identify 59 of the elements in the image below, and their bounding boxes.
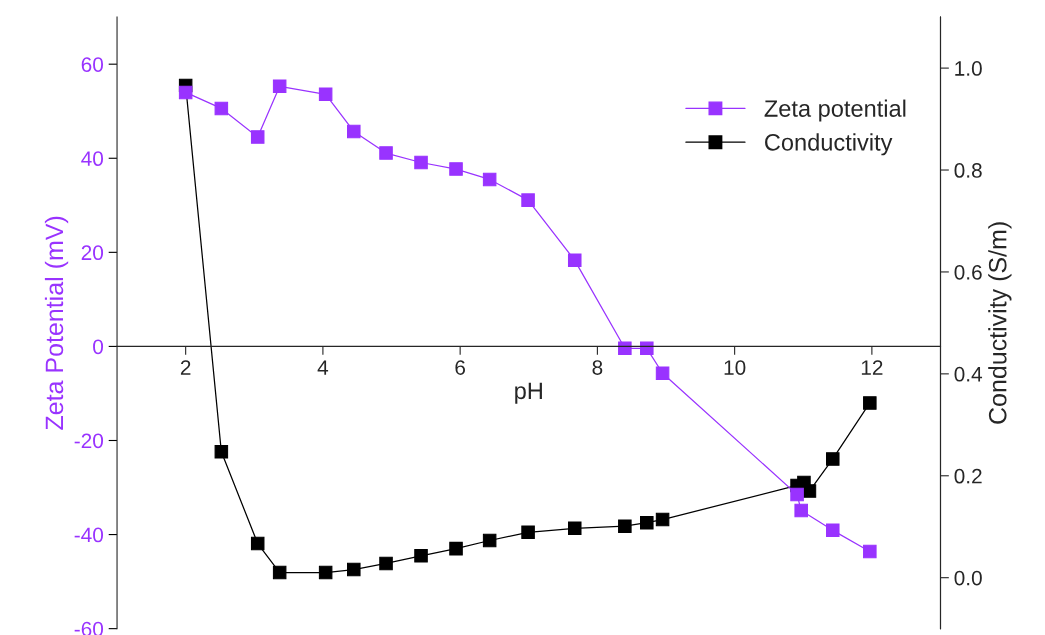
point xyxy=(567,253,582,268)
point xyxy=(863,396,877,410)
y-tick-label: 20 xyxy=(81,245,104,261)
y-tick-label: -40 xyxy=(74,527,104,543)
point xyxy=(318,87,333,102)
point xyxy=(347,124,361,139)
point xyxy=(825,452,840,466)
y-tick-label: -20 xyxy=(74,433,104,449)
x-tick-label: 10 xyxy=(724,360,746,375)
point xyxy=(655,366,670,380)
point xyxy=(214,101,229,116)
point xyxy=(178,85,193,100)
y2-tick-label: 0.4 xyxy=(954,366,983,382)
x-tick-label: 6 xyxy=(455,360,466,375)
point xyxy=(250,130,265,144)
y2-tick-label: 0.8 xyxy=(954,163,982,178)
point xyxy=(272,565,287,580)
y-tick-label: 40 xyxy=(81,151,104,167)
point xyxy=(414,155,428,170)
legend-label: Conductivity xyxy=(765,133,893,156)
point xyxy=(521,525,535,540)
y-tick-label: 60 xyxy=(81,57,104,72)
y-axis-title: Zeta Potential (mV) xyxy=(44,216,69,430)
point xyxy=(214,445,229,459)
y-tick-label: 0 xyxy=(93,339,104,355)
y2-tick-label: 1.0 xyxy=(955,61,982,76)
y2-tick-label: 0.6 xyxy=(954,264,982,280)
y2-tick-label: 0.2 xyxy=(954,468,982,484)
point xyxy=(863,544,877,559)
point xyxy=(567,521,582,536)
point xyxy=(802,484,817,498)
point xyxy=(521,193,535,207)
point xyxy=(655,512,670,527)
point xyxy=(449,541,463,556)
point xyxy=(640,515,654,530)
legend-label: Zeta potential xyxy=(764,99,906,122)
point xyxy=(482,172,497,187)
point xyxy=(379,146,393,160)
point xyxy=(272,79,287,94)
point xyxy=(250,536,265,551)
y2-tick-label: 0.0 xyxy=(954,570,982,586)
point xyxy=(414,549,428,563)
point xyxy=(318,565,333,580)
point xyxy=(794,503,808,518)
x-tick-label: 2 xyxy=(180,360,191,375)
point xyxy=(618,341,632,356)
point xyxy=(640,341,654,356)
point xyxy=(449,162,463,176)
x-tick-label: 8 xyxy=(592,360,603,375)
point xyxy=(347,562,361,577)
x-axis-title: pH xyxy=(515,382,542,404)
y2-axis-title: Conductivity (S/m) xyxy=(988,222,1012,424)
x-tick-label: 4 xyxy=(317,360,329,375)
point xyxy=(825,523,840,538)
point xyxy=(790,487,804,502)
x-tick-label: 12 xyxy=(861,360,883,375)
point xyxy=(618,519,632,533)
point xyxy=(482,533,497,548)
point xyxy=(379,556,393,571)
